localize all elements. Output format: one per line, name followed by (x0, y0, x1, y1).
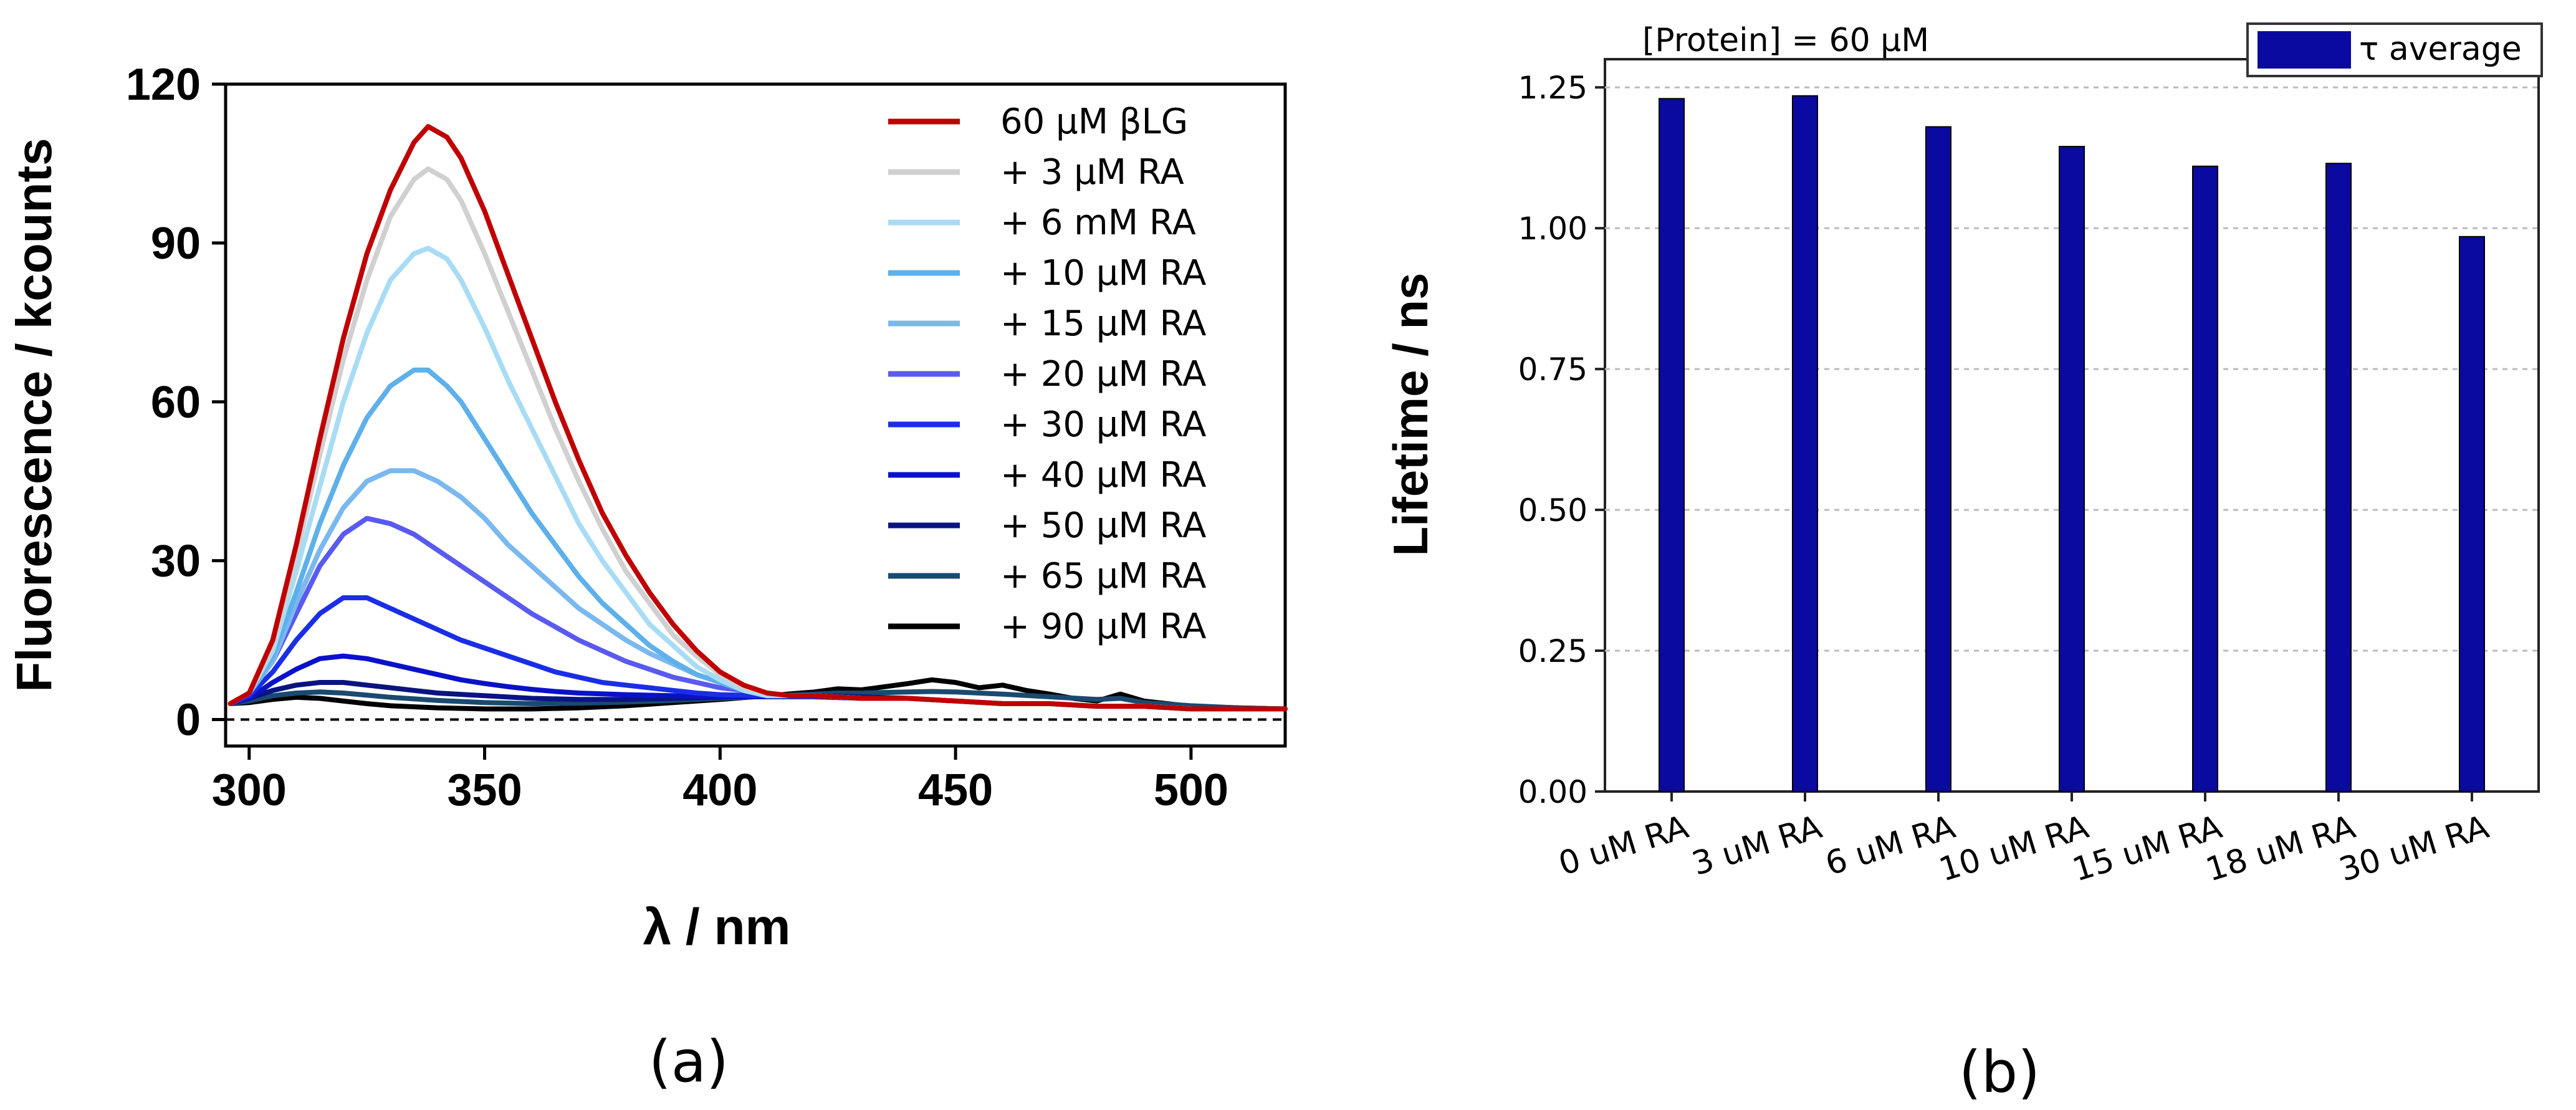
plot-b-bar-0 (1659, 98, 1685, 792)
plot-b-x-tick-label-5: 18 uM RA (2201, 808, 2360, 889)
panel-b-chart: 0.00 0.25 0.50 0.75 1.00 1.25 0 uM RA3 uM RA6 … (1383, 22, 2543, 1106)
plot-a-x-tick-label: 450 (918, 765, 993, 815)
plot-b-x-tick-label-0: 0 uM RA (1554, 808, 1693, 883)
plot-b-x-tick-label-4: 15 uM RA (2068, 808, 2226, 889)
panel-a-label: (a) (649, 1028, 729, 1095)
plot-a-marks (226, 124, 1288, 721)
plot-a-axes: 300 350 400 450 500 0 30 60 90 120 (126, 60, 1228, 815)
plot-a-legend-label-7: + 40 μM RA (1000, 455, 1206, 495)
plot-b-bar-1 (1792, 95, 1818, 792)
plot-a-y-tick-label: 60 (151, 378, 201, 428)
plot-a-x-axis-label: λ / nm (643, 899, 791, 955)
panel-b-label: (b) (1959, 1039, 2040, 1106)
plot-b-title: [Protein] = 60 μM (1642, 22, 1929, 59)
plot-a-legend: 60 μM βLG + 3 μM RA + 6 mM RA + 10 μM RA + 1… (888, 102, 1206, 647)
plot-a-y-tick-label: 120 (126, 60, 201, 110)
plot-a-legend-label-9: + 65 μM RA (1000, 556, 1206, 596)
plot-b-legend-swatch (2258, 31, 2351, 69)
plot-a-y-tick-label: 30 (151, 537, 201, 586)
plot-b-x-tick-label-1: 3 uM RA (1688, 808, 1826, 883)
plot-b-y-tick-label: 0.25 (1518, 633, 1587, 669)
plot-b-bar-3 (2059, 146, 2085, 792)
plot-a-y-axis-label: Fluorescence / kcounts (6, 138, 62, 692)
plot-b-x-tick-label-6: 30 uM RA (2335, 808, 2493, 889)
plot-a-legend-label-2: + 6 mM RA (1000, 203, 1196, 243)
plot-a-legend-label-8: + 50 μM RA (1000, 505, 1206, 546)
plot-a-x-tick-label: 500 (1154, 765, 1228, 815)
plot-a-y-tick-label: 90 (151, 219, 201, 269)
plot-a-series-line-0 (227, 124, 1288, 712)
plot-a-legend-label-1: + 3 μM RA (1000, 152, 1184, 193)
plot-b-legend-label: τ average (2359, 31, 2522, 68)
plot-a-legend-label-10: + 90 μM RA (1000, 606, 1206, 647)
plot-b-x-tick-label-3: 10 uM RA (1935, 808, 2093, 889)
plot-b-y-axis-label: Lifetime / ns (1383, 272, 1438, 556)
panel-a-chart: 300 350 400 450 500 0 30 60 90 120 60 μM βLG + 3 μ… (6, 60, 1288, 1095)
plot-b-bar-6 (2459, 236, 2485, 792)
plot-b-y-tick-label: 0.50 (1518, 492, 1587, 529)
plot-a-y-tick-label: 0 (176, 696, 201, 745)
plot-a-x-tick-label: 300 (212, 765, 287, 815)
plot-b-bar-2 (1925, 126, 1951, 792)
plot-b-x-tick-label-2: 6 uM RA (1821, 808, 1960, 883)
plot-a-legend-label-0: 60 μM βLG (1000, 102, 1188, 142)
plot-b-bar-4 (2192, 165, 2218, 792)
plot-b-y-tick-label: 1.00 (1518, 211, 1587, 247)
plot-a-frame (224, 82, 1287, 748)
plot-b-legend: τ average (2246, 22, 2543, 77)
plot-a-legend-label-4: + 15 μM RA (1000, 304, 1206, 344)
plot-b-marks (1659, 95, 2485, 792)
plot-a-x-tick-label: 350 (447, 765, 522, 815)
plot-b-y-tick-label: 0.00 (1518, 774, 1587, 810)
plot-a-legend-label-5: + 20 μM RA (1000, 354, 1206, 395)
plot-a-legend-label-3: + 10 μM RA (1000, 253, 1206, 294)
plot-b-gridlines (1605, 86, 2539, 652)
plot-b-bar-5 (2325, 163, 2352, 792)
plot-a-x-tick-label: 400 (682, 765, 757, 815)
plot-a-legend-label-6: + 30 μM RA (1000, 404, 1206, 445)
plot-b-y-tick-label: 1.25 (1518, 70, 1587, 106)
plot-b-y-tick-label: 0.75 (1518, 352, 1587, 388)
